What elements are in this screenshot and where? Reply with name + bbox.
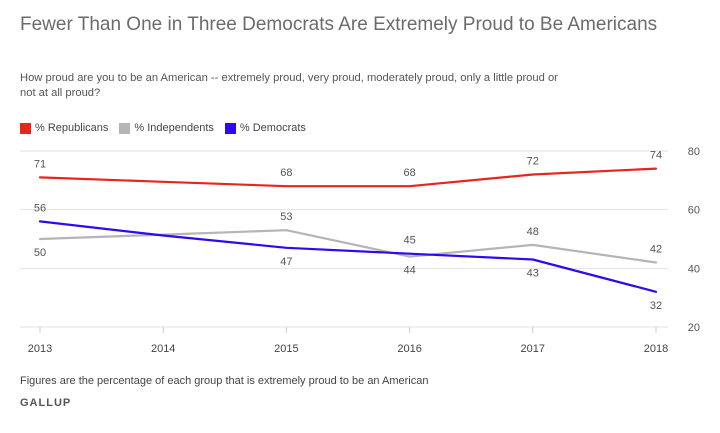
y-tick-label-20: 20 [688,322,700,334]
data-label-democrats-2015: 47 [280,256,292,268]
legend-label-independents: % Independents [134,122,214,134]
chart-subtitle: How proud are you to be an American -- e… [20,72,558,99]
gallup-wordmark: GALLUP [20,397,72,409]
series-line-independents [38,229,658,264]
footnote: Figures are the percentage of each group… [20,375,429,387]
legend-item-republicans: % Republicans [20,122,108,134]
data-label-republicans-2013: 71 [34,158,46,170]
legend-swatch-republicans [20,122,31,134]
data-label-independents-2015: 53 [280,211,292,223]
data-label-republicans-2016: 68 [403,167,415,179]
x-tick-label-2017: 2017 [521,343,545,355]
legend: % Republicans % Independents % Democrats [20,121,317,135]
legend-swatch-independents [119,122,131,134]
legend-item-democrats: % Democrats [224,122,306,134]
x-tick-label-2018: 2018 [644,343,668,355]
legend-swatch-democrats [224,122,236,134]
y-tick-label-40: 40 [688,263,700,275]
data-label-republicans-2018: 74 [650,150,662,162]
x-tick-label-2016: 2016 [397,343,421,355]
legend-label-democrats: % Democrats [239,122,306,134]
chart-title: Fewer Than One in Three Democrats Are Ex… [20,14,658,35]
data-label-independents-2013: 50 [34,247,46,259]
data-label-democrats-2016: 45 [403,235,415,247]
legend-label-republicans: % Republicans [35,122,109,134]
data-label-independents-2018: 42 [650,243,662,255]
data-label-democrats-2017: 43 [527,268,539,280]
series-line-democrats [38,220,658,293]
data-label-democrats-2018: 32 [650,300,662,312]
x-tick-label-2015: 2015 [274,343,298,355]
legend-item-independents: % Independents [119,122,214,134]
y-tick-label-60: 60 [688,205,700,217]
x-tick-label-2013: 2013 [28,343,52,355]
data-label-republicans-2015: 68 [280,167,292,179]
data-label-republicans-2017: 72 [527,155,539,167]
data-label-independents-2016: 44 [403,265,415,277]
data-label-democrats-2013: 56 [34,202,46,214]
line-chart: 20 40 60 80 2013 2014 2015 2016 2017 2018 71 68 68 72… [20,146,700,355]
y-tick-label-80: 80 [688,146,700,158]
series-line-republicans [38,167,658,188]
x-tick-label-2014: 2014 [151,343,175,355]
data-label-independents-2017: 48 [527,226,539,238]
